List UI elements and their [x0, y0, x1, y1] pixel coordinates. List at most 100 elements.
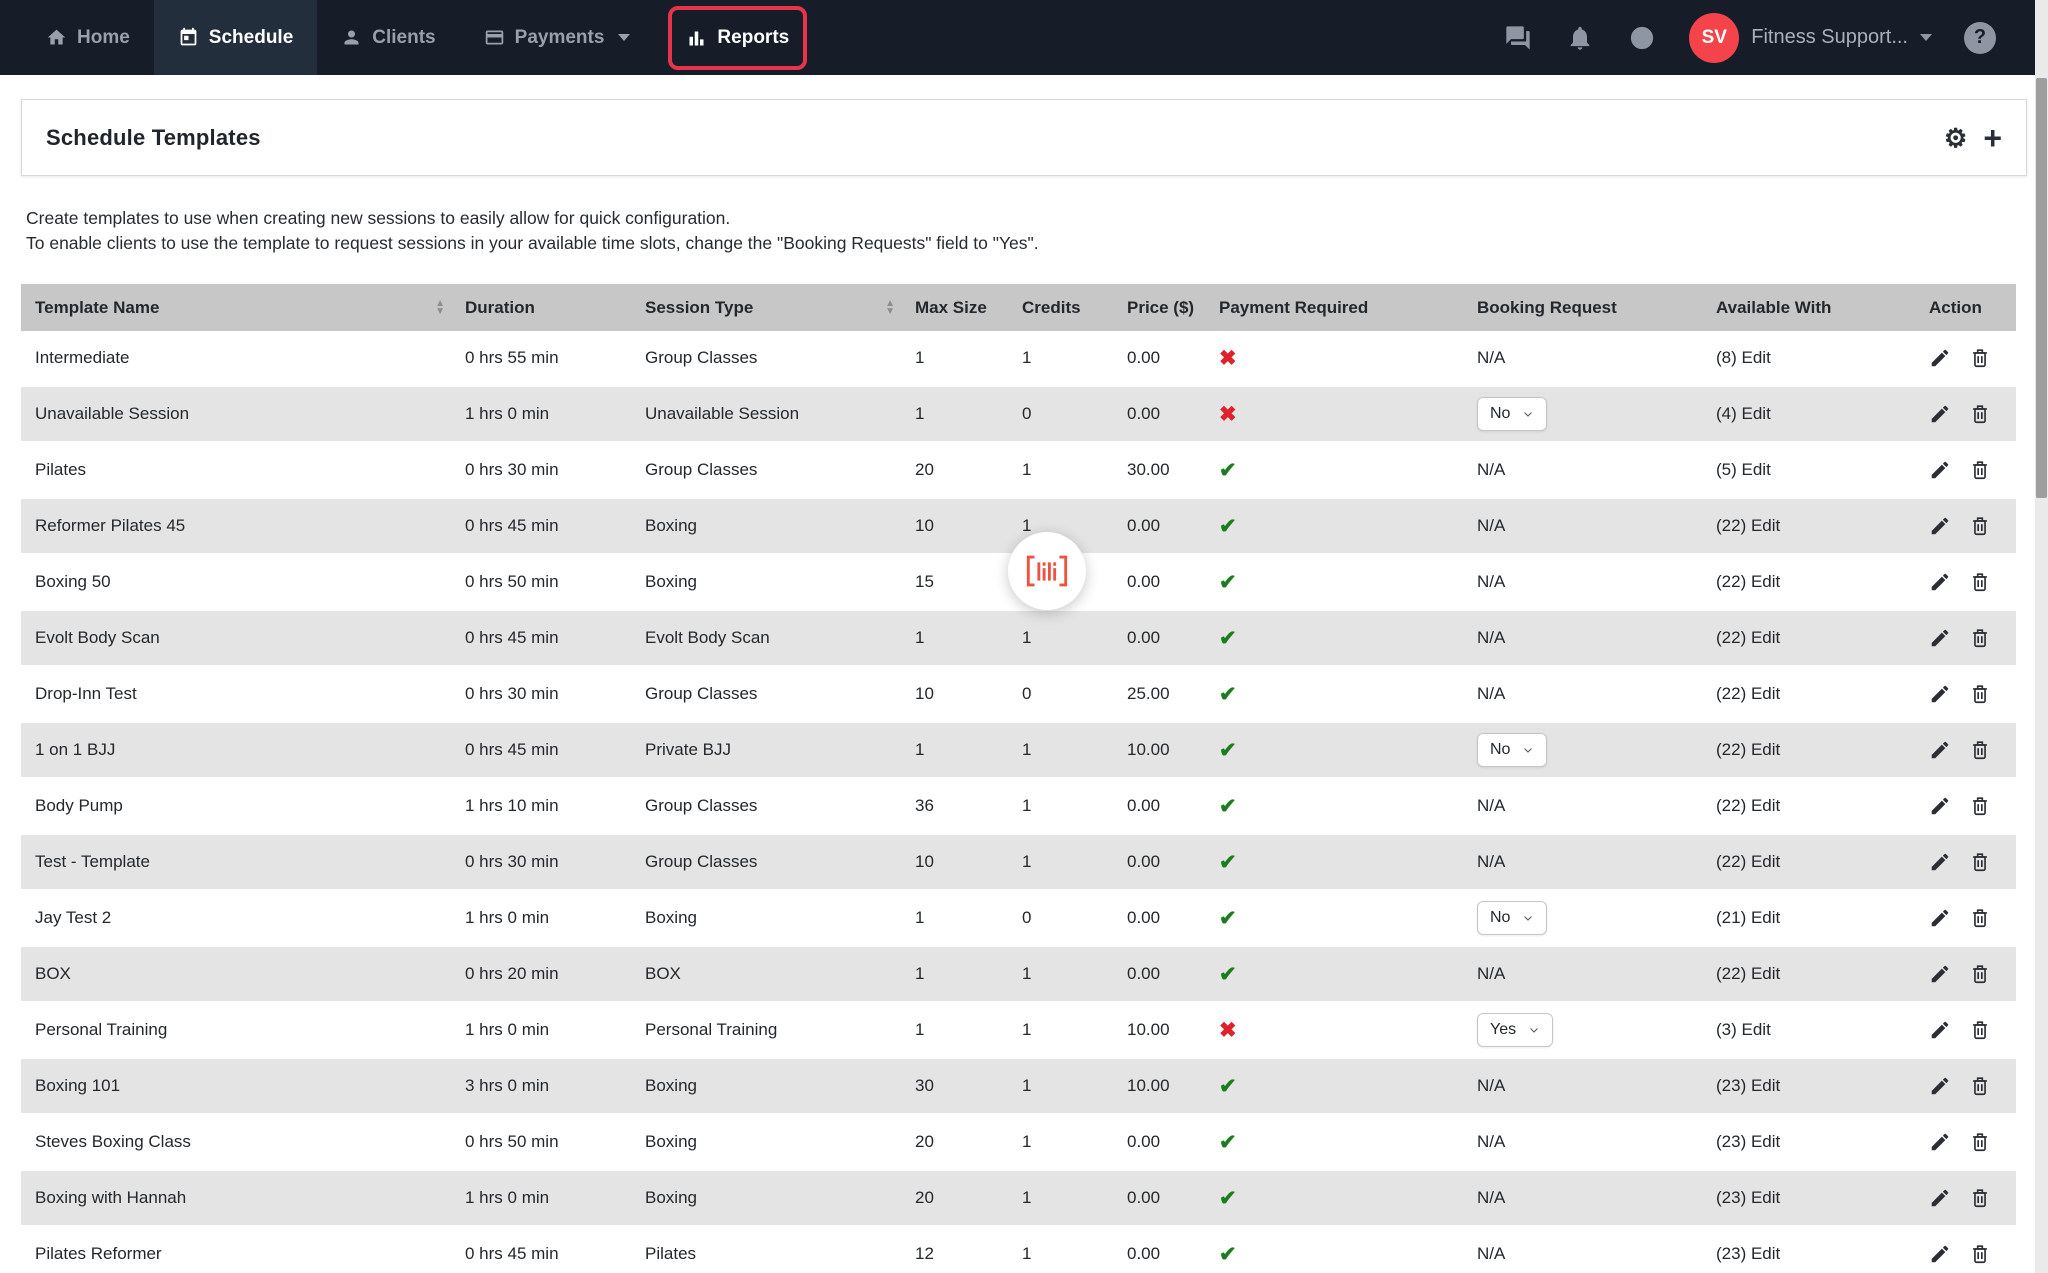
booking-request-selected-option: No: [1490, 405, 1511, 422]
edit-button[interactable]: [1929, 1019, 1951, 1041]
edit-button[interactable]: [1929, 403, 1951, 425]
delete-button[interactable]: [1969, 627, 1991, 649]
nav-item-payments[interactable]: Payments: [460, 0, 655, 75]
edit-button[interactable]: [1929, 347, 1951, 369]
cell-payment-required: [1205, 890, 1463, 947]
cell-payment-required: [1205, 554, 1463, 611]
available-with-edit-link[interactable]: (8) Edit: [1716, 348, 1771, 367]
nav-item-reports[interactable]: Reports: [672, 10, 803, 66]
edit-button[interactable]: [1929, 851, 1951, 873]
cell-session-type: Boxing: [631, 1170, 901, 1227]
edit-button[interactable]: [1929, 739, 1951, 761]
delete-button[interactable]: [1969, 1243, 1991, 1265]
delete-button[interactable]: [1969, 1131, 1991, 1153]
add-template-button[interactable]: [1983, 122, 2002, 154]
column-header[interactable]: Session Type ▲ ▼: [631, 284, 901, 331]
help-button[interactable]: ?: [1964, 21, 1996, 54]
table-row: BOX 0 hrs 20 min BOX 1 1 0.00 N/A (22) E…: [21, 946, 2016, 1003]
delete-button[interactable]: [1969, 907, 1991, 929]
booking-request-cell: N/A: [1463, 442, 1702, 499]
available-with-edit-link[interactable]: (22) Edit: [1716, 852, 1781, 871]
available-with-edit-link[interactable]: (21) Edit: [1716, 908, 1781, 927]
gear-icon[interactable]: [1944, 125, 1967, 151]
delete-button[interactable]: [1969, 963, 1991, 985]
available-with-edit-link[interactable]: (23) Edit: [1716, 1244, 1781, 1263]
table-row: Boxing 101 3 hrs 0 min Boxing 30 1 10.00…: [21, 1058, 2016, 1115]
cell-credits: 1: [1008, 946, 1113, 1003]
delete-button[interactable]: [1969, 347, 1991, 369]
nav-item-clients[interactable]: Clients: [317, 0, 459, 75]
available-with-edit-link[interactable]: (22) Edit: [1716, 740, 1781, 759]
booking-request-cell: Yes: [1463, 1002, 1702, 1059]
intro-text: Create templates to use when creating ne…: [26, 206, 2048, 256]
booking-request-select[interactable]: No: [1477, 397, 1548, 431]
delete-button[interactable]: [1969, 403, 1991, 425]
edit-button[interactable]: [1929, 907, 1951, 929]
booking-request-cell: N/A: [1463, 778, 1702, 835]
available-with-edit-link[interactable]: (23) Edit: [1716, 1076, 1781, 1095]
delete-button[interactable]: [1969, 739, 1991, 761]
user-name: Fitness Support...: [1751, 26, 1908, 48]
edit-button[interactable]: [1929, 1243, 1951, 1265]
edit-button[interactable]: [1929, 795, 1951, 817]
nav-item-schedule[interactable]: Schedule: [153, 0, 318, 75]
edit-button[interactable]: [1929, 683, 1951, 705]
nav-right-cluster: SV Fitness Support... ?: [1503, 12, 1996, 63]
column-header: Action: [1915, 284, 2016, 331]
available-with-edit-link[interactable]: (22) Edit: [1716, 516, 1781, 535]
pencil-icon: [1931, 909, 1949, 927]
column-header[interactable]: Template Name ▲ ▼: [21, 284, 451, 331]
delete-button[interactable]: [1969, 1187, 1991, 1209]
available-with-edit-link[interactable]: (22) Edit: [1716, 628, 1781, 647]
user-menu[interactable]: SV Fitness Support...: [1689, 12, 1932, 63]
delete-button[interactable]: [1969, 795, 1991, 817]
column-header-label: Payment Required: [1219, 297, 1369, 317]
delete-button[interactable]: [1969, 571, 1991, 593]
available-with-edit-link[interactable]: (23) Edit: [1716, 1188, 1781, 1207]
edit-button[interactable]: [1929, 1187, 1951, 1209]
scrollbar-thumb[interactable]: [2036, 78, 2047, 498]
cell-payment-required: [1205, 778, 1463, 835]
edit-button[interactable]: [1929, 963, 1951, 985]
edit-button[interactable]: [1929, 627, 1951, 649]
edit-button[interactable]: [1929, 515, 1951, 537]
available-with-edit-link[interactable]: (5) Edit: [1716, 460, 1771, 479]
barcode-scanner-badge[interactable]: [1008, 532, 1086, 610]
nav-item-home[interactable]: Home: [22, 0, 154, 75]
delete-button[interactable]: [1969, 459, 1991, 481]
delete-button[interactable]: [1969, 1075, 1991, 1097]
edit-button[interactable]: [1929, 459, 1951, 481]
table-row: Intermediate 0 hrs 55 min Group Classes …: [21, 331, 2016, 387]
available-with-edit-link[interactable]: (22) Edit: [1716, 796, 1781, 815]
available-with-edit-link[interactable]: (22) Edit: [1716, 964, 1781, 983]
available-with-edit-link[interactable]: (3) Edit: [1716, 1020, 1771, 1039]
booking-request-select[interactable]: No: [1477, 733, 1548, 767]
booking-request-select[interactable]: No: [1477, 901, 1548, 935]
delete-button[interactable]: [1969, 1019, 1991, 1041]
delete-button[interactable]: [1969, 515, 1991, 537]
edit-button[interactable]: [1929, 1075, 1951, 1097]
column-header: Max Size: [901, 284, 1008, 331]
booking-request-value: N/A: [1477, 1132, 1506, 1151]
cell-payment-required: [1205, 1170, 1463, 1227]
edit-button[interactable]: [1929, 571, 1951, 593]
trash-icon: [1973, 461, 1987, 480]
trash-icon: [1973, 685, 1987, 704]
available-with-edit-link[interactable]: (22) Edit: [1716, 572, 1781, 591]
chevron-down-icon: [1524, 412, 1533, 417]
delete-button[interactable]: [1969, 851, 1991, 873]
booking-request-select[interactable]: Yes: [1477, 1013, 1554, 1047]
edit-button[interactable]: [1929, 1131, 1951, 1153]
available-with-edit-link[interactable]: (23) Edit: [1716, 1132, 1781, 1151]
messages-button[interactable]: [1503, 23, 1533, 53]
notifications-button[interactable]: [1565, 23, 1595, 53]
available-with-edit-link[interactable]: (22) Edit: [1716, 684, 1781, 703]
pencil-icon: [1931, 1133, 1949, 1151]
card-actions: [1944, 122, 2002, 154]
booking-request-cell: No: [1463, 890, 1702, 947]
delete-button[interactable]: [1969, 683, 1991, 705]
booking-request-value: N/A: [1477, 460, 1506, 479]
available-with-edit-link[interactable]: (4) Edit: [1716, 404, 1771, 423]
history-button[interactable]: [1627, 23, 1657, 53]
